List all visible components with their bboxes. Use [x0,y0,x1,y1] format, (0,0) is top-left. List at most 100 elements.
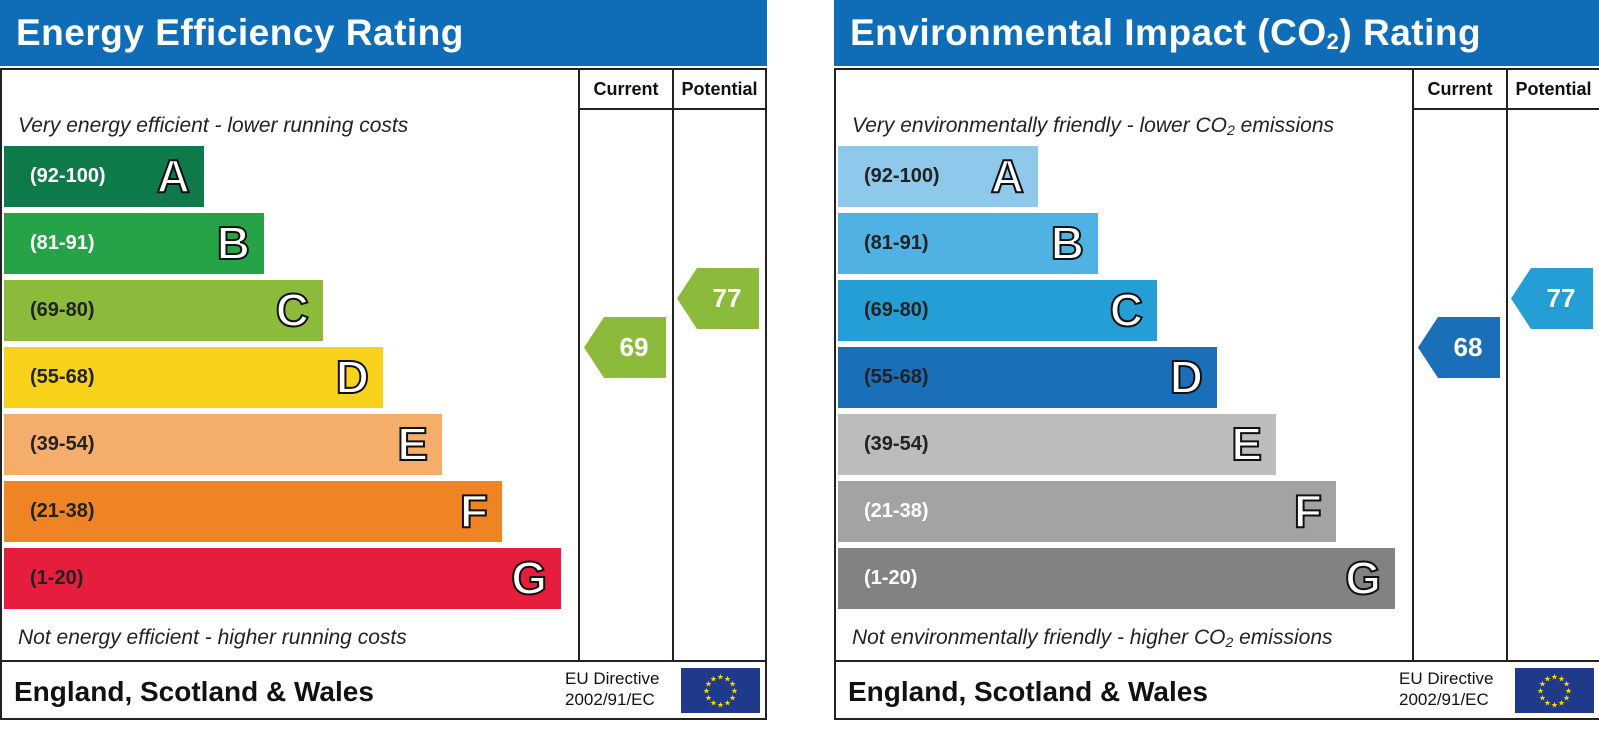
band-letter: E [1230,417,1263,471]
caption-part: Very environmentally friendly - lower CO [852,114,1228,137]
arrow-shape [1511,268,1593,329]
potential-rating-value: 77 [1546,283,1576,313]
chart-title: Energy Efficiency Rating [0,0,767,66]
eu-flag-icon: ★ ★ ★ ★ ★ ★ ★ ★ ★ ★ ★ ★ [681,668,760,713]
flag-star: ★ [717,701,724,710]
flag-star: ★ [1563,694,1570,703]
eu-directive: EU Directive 2002/91/EC [1399,668,1493,710]
flag-star: ★ [1565,687,1572,696]
flag-star: ★ [710,699,717,708]
band-letter: F [459,484,489,538]
flag-star: ★ [1544,699,1551,708]
band-range-label: (1-20) [864,567,918,589]
bottom-caption: Not energy efficient - higher running co… [18,626,407,649]
header-divider [1412,108,1599,110]
band-letter: C [275,283,310,337]
band-letter: D [335,350,370,404]
flag-star: ★ [710,674,717,683]
band-letter: C [1109,283,1144,337]
band-range-label: (81-91) [864,232,929,254]
title-subscript: 2 [1326,29,1340,54]
flag-star: ★ [1551,673,1558,682]
potential-rating-value: 77 [712,283,742,313]
band-range-label: (39-54) [30,433,95,455]
band-b: (81-91) B [4,213,264,274]
flag-star: ★ [1539,680,1546,689]
band-range-label: (69-80) [30,299,95,321]
band-e: (39-54) E [838,414,1276,475]
footer-divider [836,660,1599,662]
caption-part: emissions [1233,626,1333,649]
band-letter: G [510,551,548,605]
band-letter: B [216,216,251,270]
directive-line-2: 2002/91/EC [1399,690,1489,709]
flag-star: ★ [729,694,736,703]
caption-subscript: 2 [1225,634,1234,650]
band-c: (69-80) C [838,280,1157,341]
directive-line-1: EU Directive [565,669,660,688]
flag-star: ★ [705,694,712,703]
current-rating-arrow: 69 [584,317,666,378]
band-range-label: (21-38) [30,500,95,522]
flag-star: ★ [731,687,738,696]
flag-star: ★ [1544,674,1551,683]
band-g: (1-20) G [838,548,1395,609]
flag-star: ★ [729,680,736,689]
flag-star: ★ [724,699,731,708]
band-range-label: (1-20) [30,567,84,589]
band-range-label: (39-54) [864,433,929,455]
footer-divider [2,660,765,662]
potential-column-header: Potential [1515,79,1592,99]
flag-star: ★ [1563,680,1570,689]
flag-star: ★ [1558,699,1565,708]
top-caption: Very energy efficient - lower running co… [18,114,409,137]
band-letter: E [396,417,429,471]
column-divider [1506,70,1508,660]
header-divider [578,108,765,110]
band-c: (69-80) C [4,280,323,341]
potential-rating-arrow: 77 [677,268,759,329]
band-range-label: (81-91) [30,232,95,254]
band-g: (1-20) G [4,548,561,609]
current-rating-value: 69 [619,332,649,362]
region-label: England, Scotland & Wales [848,676,1208,707]
eu-flag-icon: ★ ★ ★ ★ ★ ★ ★ ★ ★ ★ ★ ★ [1515,668,1594,713]
arrow-shape [1418,317,1500,378]
title-part: Environmental Impact (CO [850,12,1327,53]
band-letter: G [1344,551,1382,605]
environmental-impact-chart: Environmental Impact (CO2) Rating Curren… [834,0,1599,720]
band-range-label: (92-100) [30,165,106,187]
band-letter: A [156,149,191,203]
potential-rating-arrow: 77 [1511,268,1593,329]
arrow-shape [677,268,759,329]
band-e: (39-54) E [4,414,442,475]
column-divider [1412,70,1414,660]
current-rating-value: 68 [1453,332,1483,362]
caption-subscript: 2 [1227,122,1235,138]
band-b: (81-91) B [838,213,1098,274]
band-a: (92-100) A [838,146,1038,207]
flag-star: ★ [1551,701,1558,710]
column-divider [672,70,674,660]
current-column-header: Current [593,79,659,99]
current-rating-arrow: 68 [1418,317,1500,378]
bottom-caption: Not environmentally friendly - higher CO… [852,626,1333,650]
flag-star: ★ [717,673,724,682]
chart-title: Environmental Impact (CO2) Rating [834,0,1599,66]
region-label: England, Scotland & Wales [14,676,374,707]
arrow-shape [584,317,666,378]
flag-star: ★ [1539,694,1546,703]
band-range-label: (55-68) [864,366,929,388]
band-a: (92-100) A [4,146,204,207]
title-part: ) Rating [1339,12,1482,53]
band-letter: A [990,149,1025,203]
band-d: (55-68) D [838,347,1217,408]
chart-frame: Current Potential Very environmentally f… [834,68,1599,720]
band-range-label: (21-38) [864,500,929,522]
band-range-label: (69-80) [864,299,929,321]
flag-star: ★ [705,680,712,689]
flag-star: ★ [724,674,731,683]
band-f: (21-38) F [838,481,1336,542]
band-letter: F [1293,484,1323,538]
flag-star: ★ [703,687,710,696]
